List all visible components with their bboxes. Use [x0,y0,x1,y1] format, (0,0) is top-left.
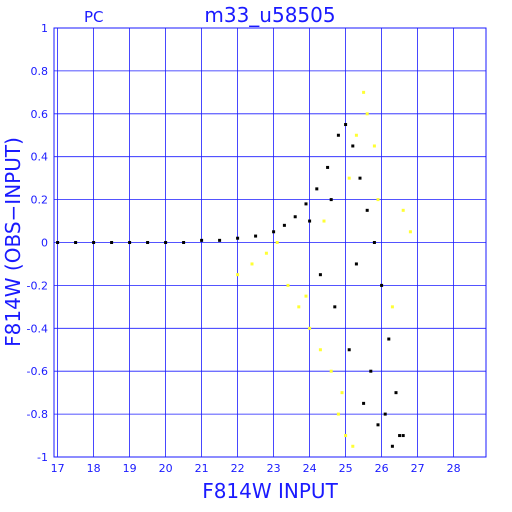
highlight-point [390,305,394,309]
data-point [376,423,380,427]
data-point [326,165,330,169]
highlight-point [304,294,308,298]
highlight-point [250,262,254,266]
highlight-point [297,305,301,309]
highlight-point [275,241,279,244]
data-point [304,202,308,206]
x-tick-label: 18 [87,462,101,475]
data-point [401,434,405,438]
data-point [200,238,204,242]
y-tick-label: -0.6 [27,365,48,378]
data-point [398,434,402,438]
data-point [333,305,337,309]
y-tick-label: 0 [41,237,48,250]
x-axis-label: F814W INPUT [202,479,338,503]
highlight-point [329,369,333,373]
highlight-point [308,326,312,330]
data-point [315,187,319,191]
data-point [369,369,373,373]
highlight-point [351,444,355,448]
highlight-point [236,273,240,277]
x-tick-label: 21 [195,462,209,475]
data-point [380,283,384,287]
highlight-point [372,144,376,148]
data-point [394,391,398,395]
data-point [329,198,333,202]
x-tick-label: 25 [339,462,353,475]
highlight-point [376,198,380,202]
highlight-point [286,283,290,287]
highlight-point [340,391,344,395]
y-tick-label: -0.2 [27,279,48,292]
data-point [344,123,348,127]
data-point [383,412,387,416]
y-tick-label: -0.8 [27,408,48,421]
chart-title: m33_u58505 [204,3,335,27]
data-points [56,90,412,448]
data-point [272,230,276,234]
y-tick-label: -1 [37,451,48,464]
highlight-point [365,112,369,116]
x-tick-label: 26 [375,462,389,475]
data-point [336,133,340,137]
data-point [293,215,297,219]
data-point [372,241,376,244]
data-point [128,241,132,244]
y-tick-label: -0.4 [27,322,48,335]
highlight-point [322,219,326,223]
x-tick-label: 22 [231,462,245,475]
data-point [56,241,60,244]
highlight-point [264,251,268,255]
y-tick-label: 0.2 [31,194,49,207]
x-tick-label: 20 [159,462,173,475]
data-point [390,444,394,448]
highlight-point [362,90,366,94]
data-point [236,236,240,240]
highlight-point [336,412,340,416]
y-tick-label: 0.6 [31,108,49,121]
highlight-point [408,230,412,234]
grid [54,27,486,458]
data-point [358,176,362,180]
data-point [365,208,369,212]
data-point [347,348,351,352]
data-point [218,238,222,242]
highlight-point [401,208,405,212]
y-tick-label: 0.8 [31,65,49,78]
data-point [254,234,258,238]
y-tick-label: 0.4 [31,151,49,164]
x-axis-ticks: 17 18 19 20 21 22 23 24 25 26 27 28 [51,462,461,475]
data-point [308,219,312,223]
data-point [282,223,286,227]
data-point [146,241,150,244]
y-axis-ticks: -1 -0.8 -0.6 -0.4 -0.2 0 0.2 0.4 0.6 0.8 1 [27,22,48,464]
highlight-point [318,348,322,352]
data-point [164,241,168,244]
x-tick-label: 24 [303,462,317,475]
x-tick-label: 28 [447,462,461,475]
x-tick-label: 23 [267,462,281,475]
highlight-point [354,133,358,137]
highlight-point [344,434,348,438]
data-point [182,241,186,244]
data-point [92,241,96,244]
y-axis-label: F814W (OBS−INPUT) [1,137,25,347]
data-point [351,144,355,148]
x-tick-label: 27 [411,462,425,475]
chart-subtitle: PC [84,8,104,26]
data-point [110,241,114,244]
data-point [362,401,366,405]
data-point [74,241,78,244]
data-point [318,273,322,277]
y-tick-label: 1 [41,22,48,35]
x-tick-label: 17 [51,462,65,475]
highlight-point [347,176,351,180]
data-point [354,262,358,266]
data-point [387,337,391,341]
x-tick-label: 19 [123,462,137,475]
